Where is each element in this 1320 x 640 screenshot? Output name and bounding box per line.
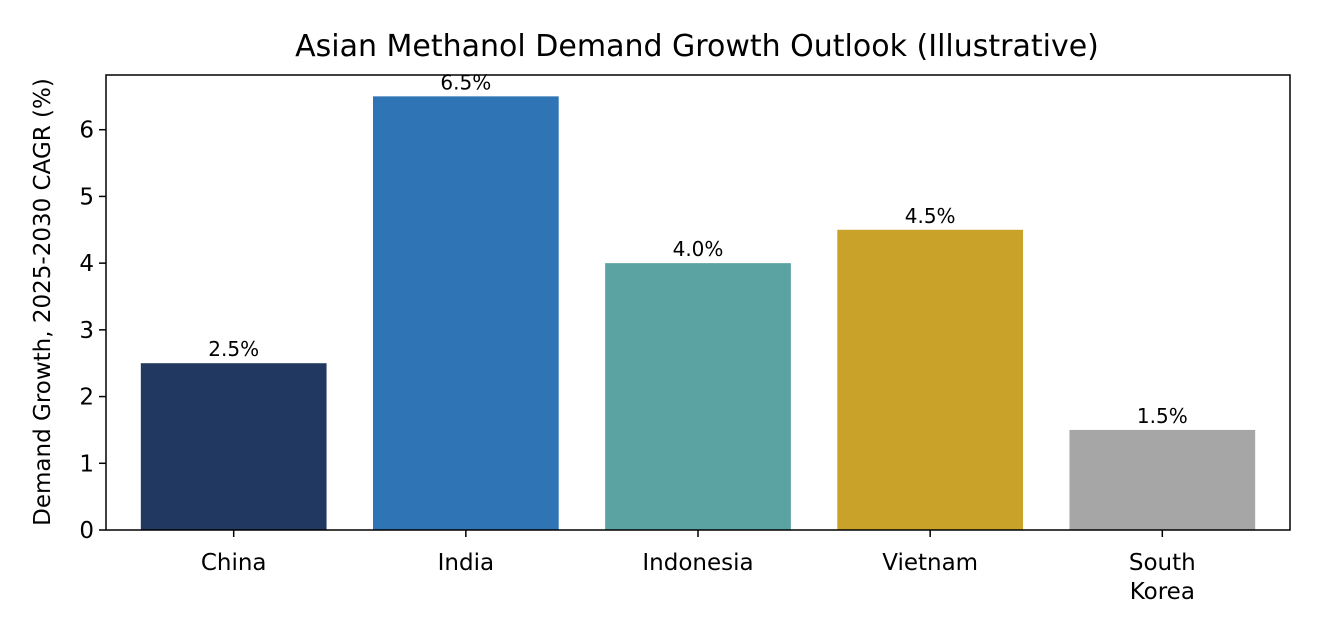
bar-value-label: 4.5% — [905, 204, 956, 228]
bar — [372, 96, 559, 531]
chart-title: Asian Methanol Demand Growth Outlook (Il… — [295, 29, 1099, 64]
bar-value-label: 4.0% — [673, 237, 724, 261]
bar — [837, 229, 1024, 530]
y-tick-label: 4 — [79, 251, 94, 277]
x-tick-label: China — [201, 550, 267, 576]
plot-area: 2.5% 6.5% 4.0% 4.5% 1.5% 0 1 2 3 4 5 6 China India Ind… — [79, 70, 1291, 605]
bar — [140, 363, 327, 530]
bar-value-label: 6.5% — [440, 70, 491, 94]
y-tick-label: 3 — [79, 318, 94, 344]
x-tick-label: South Korea — [1129, 550, 1196, 605]
bar — [605, 263, 791, 530]
x-tick-label: Indonesia — [642, 550, 753, 576]
y-tick-label: 1 — [79, 451, 94, 477]
y-axis-label: Demand Growth, 2025-2030 CAGR (%) — [30, 78, 56, 526]
y-tick-label: 0 — [79, 518, 94, 544]
bar — [1069, 429, 1256, 530]
y-tick-label: 5 — [79, 184, 94, 210]
x-tick-label: Vietnam — [882, 550, 978, 576]
bar-value-label: 1.5% — [1137, 404, 1188, 428]
x-tick-label: India — [438, 550, 494, 576]
bar-value-label: 2.5% — [208, 337, 259, 361]
y-tick-label: 2 — [79, 385, 94, 411]
y-tick-label: 6 — [79, 118, 94, 144]
